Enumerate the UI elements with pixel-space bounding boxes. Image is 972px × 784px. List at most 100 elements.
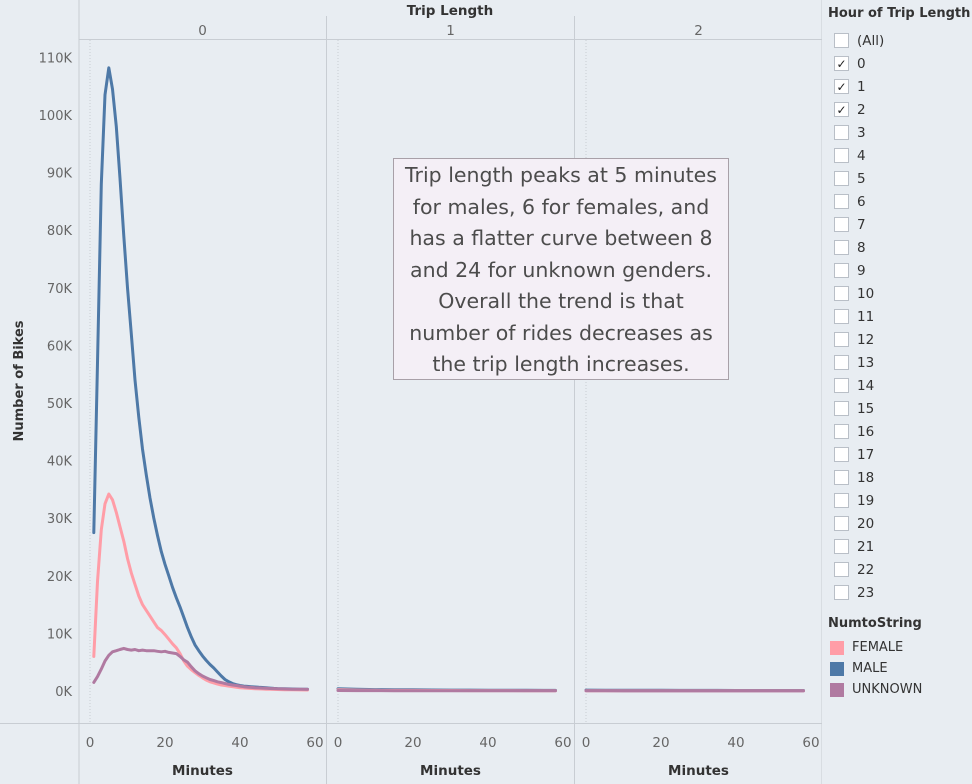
- filter-checkbox[interactable]: [834, 378, 849, 393]
- filter-checkbox[interactable]: ✓: [834, 79, 849, 94]
- y-tick-label: 70K: [47, 282, 73, 297]
- filter-item[interactable]: 11: [834, 305, 884, 328]
- filter-item[interactable]: 12: [834, 328, 884, 351]
- filter-item[interactable]: 23: [834, 581, 884, 604]
- filter-checkbox[interactable]: ✓: [834, 56, 849, 71]
- legend-title: NumtoString: [828, 616, 922, 631]
- filter-item-label: 3: [857, 124, 866, 141]
- filter-item-label: 14: [857, 377, 875, 394]
- filter-title: Hour of Trip Length: [828, 6, 971, 21]
- x-tick-label: 60: [306, 735, 323, 751]
- filter-item-label: 21: [857, 538, 875, 555]
- filter-item-label: 17: [857, 446, 875, 463]
- filter-checkbox[interactable]: [834, 493, 849, 508]
- filter-item[interactable]: ✓ 2: [834, 98, 884, 121]
- filter-checkbox[interactable]: [834, 217, 849, 232]
- filter-item[interactable]: (All): [834, 29, 884, 52]
- filter-checkbox[interactable]: [834, 562, 849, 577]
- annotation-line: Trip length peaks at 5 minutes: [405, 163, 717, 187]
- filter-item[interactable]: 16: [834, 420, 884, 443]
- filter-checkbox[interactable]: [834, 194, 849, 209]
- filter-checkbox[interactable]: [834, 355, 849, 370]
- filter-item-label: 2: [857, 101, 866, 118]
- filter-item-label: 23: [857, 584, 875, 601]
- filter-item[interactable]: 10: [834, 282, 884, 305]
- filter-item[interactable]: 4: [834, 144, 884, 167]
- filter-checkbox[interactable]: [834, 539, 849, 554]
- x-tick-label: 60: [802, 735, 819, 751]
- x-tick-label: 20: [156, 735, 173, 751]
- filter-checkbox[interactable]: [834, 33, 849, 48]
- y-tick-label: 40K: [47, 455, 73, 470]
- chart-title: Trip Length: [407, 3, 493, 19]
- filter-checkbox[interactable]: ✓: [834, 102, 849, 117]
- side-panel: Hour of Trip Length (All) ✓ 0 ✓ 1 ✓ 2 3 4 5 6 7 8 9 10…: [826, 0, 972, 784]
- filter-item-label: 7: [857, 216, 866, 233]
- legend-label: MALE: [852, 661, 888, 676]
- filter-item[interactable]: ✓ 1: [834, 75, 884, 98]
- annotation-line: number of rides decreases as: [409, 320, 713, 345]
- x-tick-label: 40: [231, 735, 248, 751]
- panel-header: 1: [446, 23, 455, 39]
- annotation-line: the trip length increases.: [432, 352, 690, 376]
- filter-item[interactable]: 17: [834, 443, 884, 466]
- filter-item[interactable]: 7: [834, 213, 884, 236]
- filter-checkbox[interactable]: [834, 516, 849, 531]
- legend-label: UNKNOWN: [852, 682, 923, 697]
- filter-item[interactable]: 22: [834, 558, 884, 581]
- series-line-male: [92, 66, 309, 691]
- y-tick-label: 60K: [47, 339, 73, 354]
- filter-item[interactable]: 13: [834, 351, 884, 374]
- filter-item[interactable]: 3: [834, 121, 884, 144]
- panel-header: 2: [694, 23, 703, 39]
- filter-checkbox[interactable]: [834, 263, 849, 278]
- filter-item-label: 22: [857, 561, 875, 578]
- filter-checkbox[interactable]: [834, 470, 849, 485]
- legend-item[interactable]: UNKNOWN: [830, 679, 922, 700]
- filter-item[interactable]: 21: [834, 535, 884, 558]
- annotation-line: Overall the trend is that: [438, 289, 684, 313]
- x-tick-label: 0: [582, 735, 591, 751]
- filter-item[interactable]: 8: [834, 236, 884, 259]
- filter-checkbox[interactable]: [834, 447, 849, 462]
- filter-checkbox[interactable]: [834, 125, 849, 140]
- x-tick-label: 0: [86, 735, 95, 751]
- filter-checkbox[interactable]: [834, 171, 849, 186]
- filter-checkbox[interactable]: [834, 309, 849, 324]
- y-axis-label: Number of Bikes: [12, 320, 27, 441]
- filter-checkbox[interactable]: [834, 424, 849, 439]
- filter-item[interactable]: ✓ 0: [834, 52, 884, 75]
- filter-checkbox[interactable]: [834, 148, 849, 163]
- legend-item[interactable]: FEMALE: [830, 637, 922, 658]
- filter-item-label: 9: [857, 262, 866, 279]
- filter-item[interactable]: 20: [834, 512, 884, 535]
- filter-checkbox[interactable]: [834, 240, 849, 255]
- filter-item[interactable]: 9: [834, 259, 884, 282]
- annotation-line: for males, 6 for females, and: [412, 194, 710, 219]
- filter-checkbox[interactable]: [834, 332, 849, 347]
- y-tick-label: 80K: [47, 224, 73, 239]
- x-tick-label: 20: [652, 735, 669, 751]
- x-tick-label: 40: [479, 735, 496, 751]
- filter-item[interactable]: 18: [834, 466, 884, 489]
- y-tick-label: 10K: [47, 627, 73, 642]
- filter-checkbox[interactable]: [834, 401, 849, 416]
- filter-item-label: 15: [857, 400, 875, 417]
- filter-item-label: 19: [857, 492, 875, 509]
- filter-item-label: 11: [857, 308, 875, 325]
- y-tick-label: 110K: [39, 51, 73, 66]
- filter-item[interactable]: 5: [834, 167, 884, 190]
- x-axis-label: Minutes: [668, 763, 729, 779]
- panel-header: 0: [198, 23, 207, 39]
- filter-item[interactable]: 19: [834, 489, 884, 512]
- filter-checkbox[interactable]: [834, 286, 849, 301]
- filter-item-label: (All): [857, 32, 885, 49]
- legend-item[interactable]: MALE: [830, 658, 922, 679]
- filter-checkbox[interactable]: [834, 585, 849, 600]
- filter-item[interactable]: 14: [834, 374, 884, 397]
- filter-item-label: 13: [857, 354, 875, 371]
- filter-item[interactable]: 15: [834, 397, 884, 420]
- filter-item[interactable]: 6: [834, 190, 884, 213]
- y-tick-label: 20K: [47, 570, 73, 585]
- annotation-box: Trip length peaks at 5 minutes for males…: [393, 158, 729, 380]
